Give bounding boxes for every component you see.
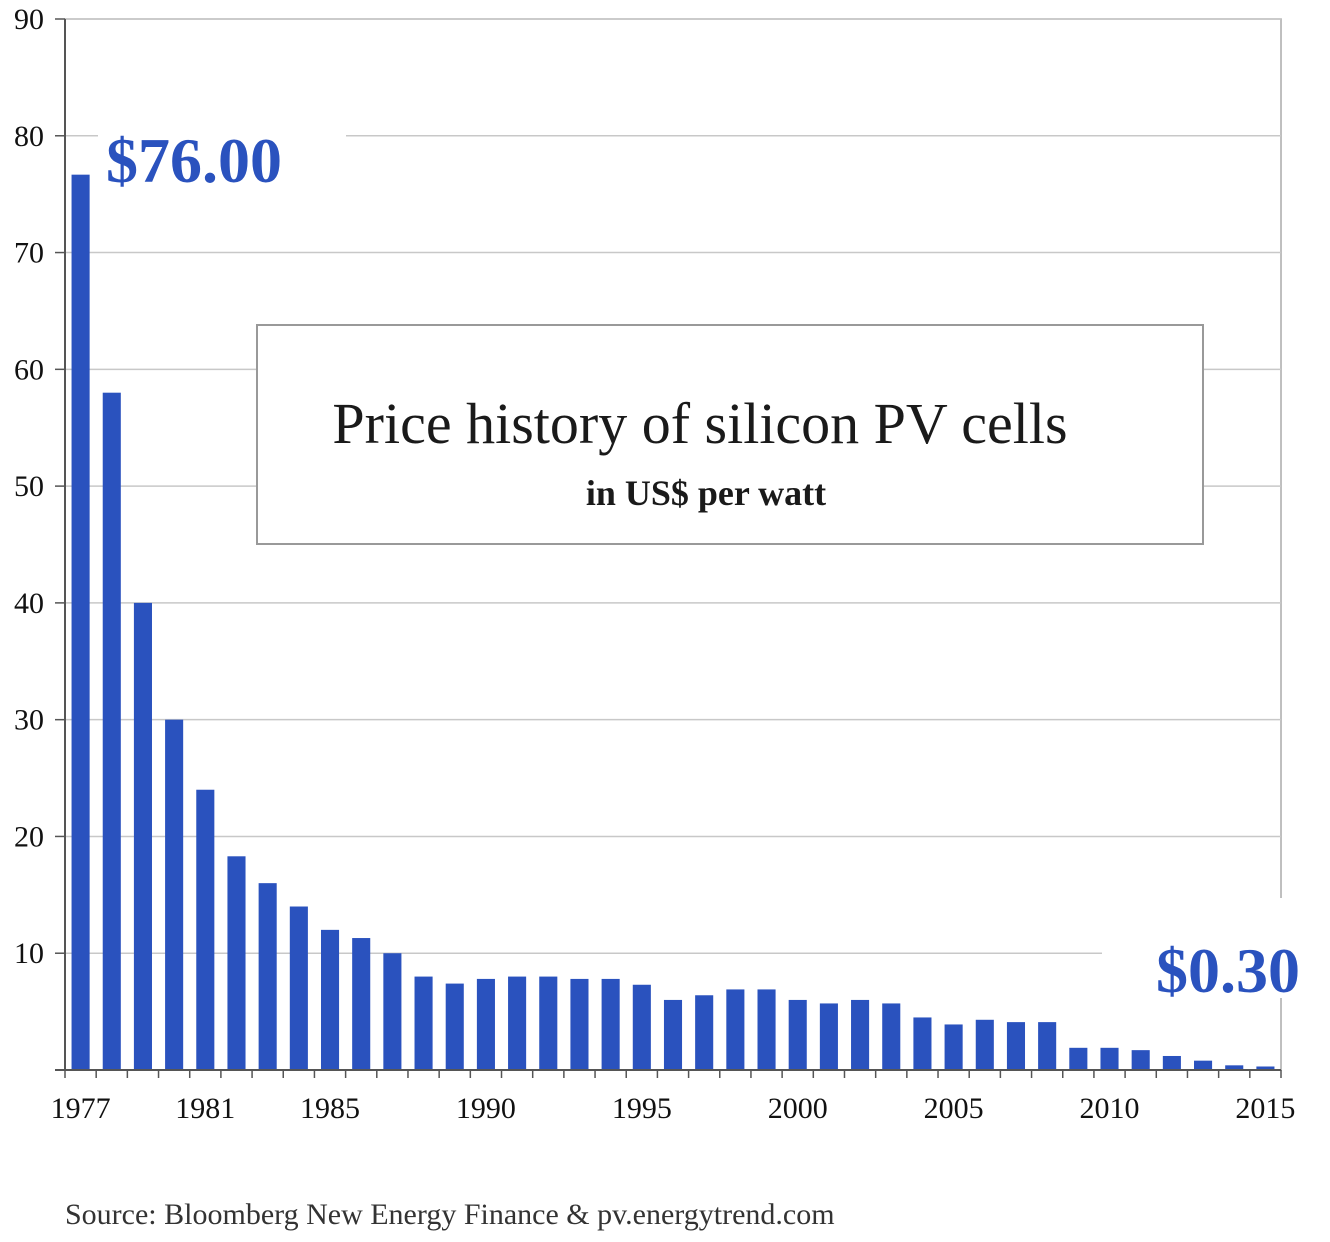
bar-1996 (663, 999, 683, 1070)
bar-1993 (570, 978, 589, 1070)
bar-2008 (1038, 1022, 1057, 1070)
bar-1988 (414, 976, 433, 1070)
bar-2003 (882, 1003, 901, 1070)
bar-2005 (944, 1024, 963, 1070)
bar-1998 (726, 989, 745, 1070)
bar-1985 (320, 929, 340, 1070)
x-tick-label-1981: 1981 (175, 1092, 235, 1125)
bar-1991 (508, 976, 527, 1070)
bar-1980 (165, 719, 184, 1070)
y-tick-label-10: 10 (14, 937, 44, 970)
bar-2009 (1069, 1047, 1088, 1070)
x-tick-label-2000: 2000 (768, 1092, 828, 1125)
bar-1977 (71, 174, 90, 1070)
bar-1990 (476, 978, 495, 1070)
y-tick-label-80: 80 (14, 120, 44, 153)
chart-subtitle: in US$ per watt (586, 473, 826, 513)
callout-start-mask (98, 120, 346, 195)
bar-1989 (445, 983, 464, 1070)
y-tick-label-50: 50 (14, 470, 44, 503)
bar-1986 (352, 938, 371, 1070)
bar-2014 (1225, 1065, 1244, 1070)
y-tick-label-30: 30 (14, 704, 44, 737)
bar-1984 (289, 906, 308, 1070)
y-tick-label-40: 40 (14, 587, 44, 620)
y-axis-ticks: 10 20 30 40 50 60 70 80 90 (14, 3, 65, 1071)
x-tick-label-2010: 2010 (1080, 1092, 1140, 1125)
axes (55, 19, 1281, 1071)
x-tick-label-1985: 1985 (300, 1092, 360, 1125)
callout-start-price: $76.00 (106, 125, 282, 196)
source-note: Source: Bloomberg New Energy Finance & p… (65, 1198, 835, 1231)
chart-title: Price history of silicon PV cells (332, 391, 1067, 456)
callout-end-price: $0.30 (1156, 935, 1300, 1006)
x-tick-label-1995: 1995 (612, 1092, 672, 1125)
bar-2012 (1162, 1055, 1181, 1070)
bar-2006 (975, 1019, 994, 1070)
x-tick-label-1990: 1990 (456, 1092, 516, 1125)
bar-2010 (1100, 1047, 1119, 1070)
bar-2002 (851, 999, 870, 1070)
title-box: Price history of silicon PV cells in US$… (256, 324, 1204, 545)
bar-1979 (133, 602, 152, 1070)
x-axis-ticks: 1977 1981 1985 1990 1995 2000 2005 2010 2015 (51, 1070, 1295, 1125)
bar-2007 (1006, 1022, 1026, 1070)
title-box-frame (256, 324, 1204, 545)
bar-1999 (757, 989, 776, 1070)
bar-2000 (788, 999, 807, 1070)
bar-2015 (1256, 1066, 1275, 1070)
bar-1983 (258, 883, 277, 1070)
bar-1995 (632, 984, 651, 1070)
bar-series (71, 174, 1275, 1070)
bar-1997 (695, 995, 714, 1070)
x-tick-label-2005: 2005 (924, 1092, 984, 1125)
y-tick-label-70: 70 (14, 237, 44, 270)
callout-end-mask (1102, 898, 1312, 998)
bar-1981 (196, 789, 215, 1070)
y-tick-label-90: 90 (14, 3, 44, 36)
bar-1987 (383, 953, 402, 1070)
bar-1992 (539, 976, 558, 1070)
bar-1978 (102, 392, 121, 1070)
bar-1994 (601, 978, 620, 1070)
y-tick-label-60: 60 (14, 353, 44, 386)
y-tick-label-20: 20 (14, 820, 44, 853)
bar-2004 (913, 1017, 932, 1070)
bar-2011 (1131, 1050, 1150, 1070)
bar-2001 (819, 1003, 838, 1070)
bar-1982 (227, 856, 246, 1070)
bar-2013 (1194, 1060, 1213, 1070)
x-tick-label-2015: 2015 (1235, 1092, 1295, 1125)
x-tick-label-1977: 1977 (51, 1092, 111, 1125)
